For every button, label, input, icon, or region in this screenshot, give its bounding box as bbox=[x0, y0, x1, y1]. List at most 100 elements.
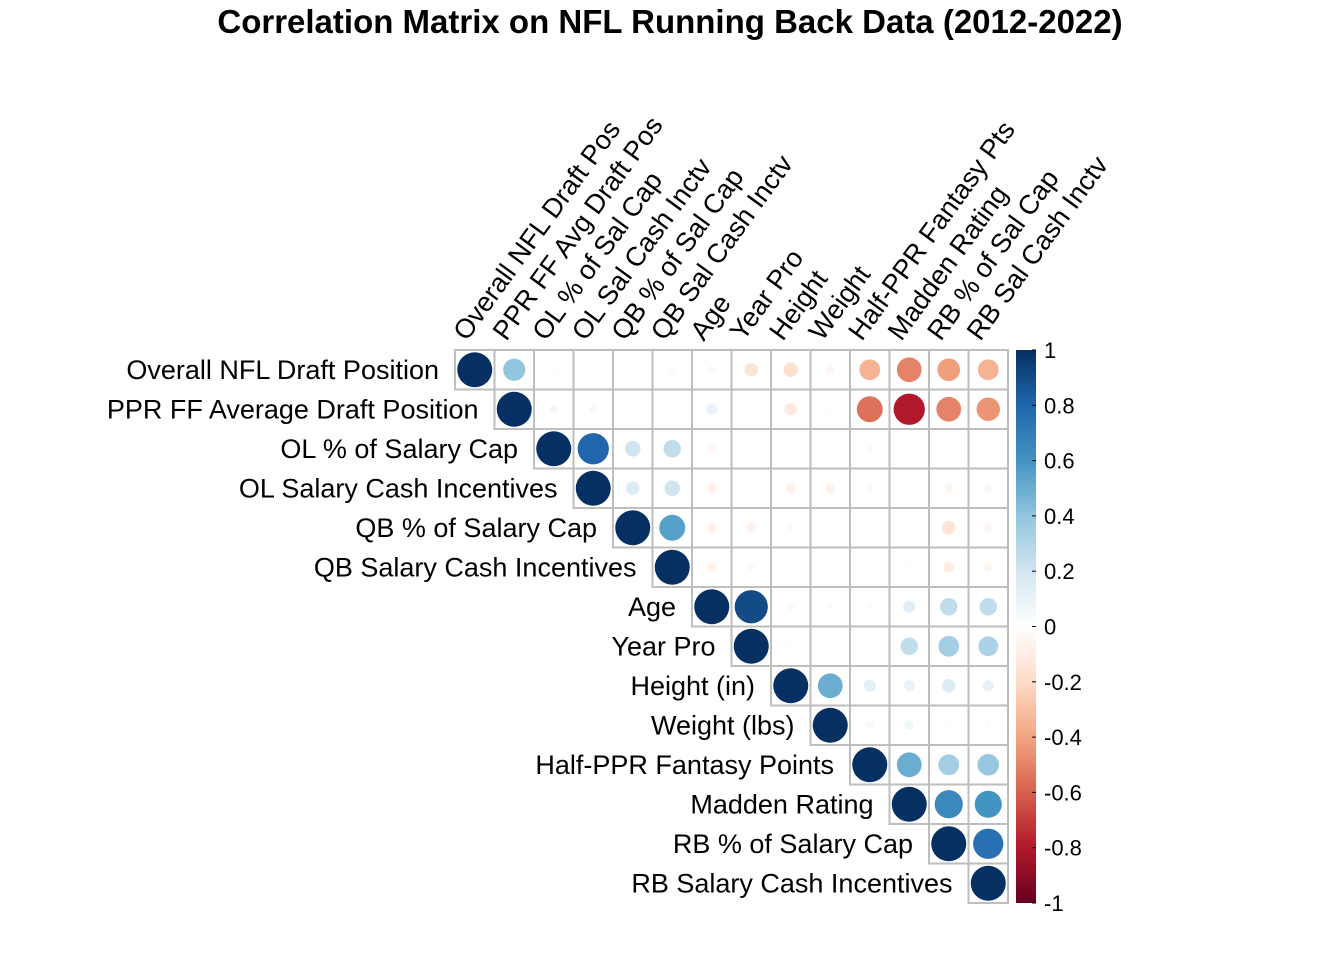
matrix-cell bbox=[730, 428, 772, 470]
correlation-circle bbox=[943, 561, 955, 573]
correlation-circle bbox=[907, 486, 911, 490]
colorbar-tick-label: 1 bbox=[1044, 338, 1056, 363]
colorbar-tick-label: 0.4 bbox=[1044, 504, 1075, 529]
correlation-circle bbox=[536, 431, 572, 467]
matrix-cell bbox=[809, 507, 851, 549]
correlation-circle bbox=[856, 396, 883, 423]
correlation-circle bbox=[978, 636, 999, 657]
colorbar-tick-label: -0.4 bbox=[1044, 725, 1082, 750]
row-label: RB Salary Cash Incentives bbox=[631, 868, 952, 898]
row-label: QB % of Salary Cap bbox=[355, 513, 597, 543]
matrix-cell bbox=[770, 349, 812, 391]
correlation-circle bbox=[979, 598, 997, 616]
correlation-circle bbox=[747, 563, 755, 571]
correlation-circle bbox=[900, 637, 918, 655]
correlation-circle bbox=[863, 679, 876, 692]
correlation-circle bbox=[669, 406, 675, 412]
correlation-circle bbox=[941, 520, 956, 535]
matrix-cells bbox=[454, 349, 1009, 904]
correlation-circle bbox=[907, 526, 911, 530]
correlation-circle bbox=[977, 359, 999, 381]
correlation-circle bbox=[906, 564, 912, 570]
correlation-circle bbox=[936, 396, 962, 422]
correlation-circle bbox=[940, 598, 958, 616]
correlation-circle bbox=[589, 405, 598, 414]
correlation-circle bbox=[694, 589, 730, 625]
correlation-circle bbox=[734, 590, 768, 624]
correlation-circle bbox=[812, 707, 848, 743]
colorbar-tick-label: -0.8 bbox=[1044, 836, 1082, 861]
correlation-circle bbox=[787, 524, 794, 531]
correlation-circle bbox=[630, 367, 636, 373]
correlation-circle bbox=[706, 522, 717, 533]
correlation-circle bbox=[615, 510, 651, 546]
matrix-cell bbox=[967, 704, 1009, 746]
correlation-circle bbox=[946, 722, 952, 728]
correlation-circle bbox=[983, 523, 993, 533]
correlation-circle bbox=[457, 352, 493, 388]
correlation-circle bbox=[896, 357, 922, 383]
correlation-circle bbox=[937, 358, 961, 382]
correlation-circle bbox=[896, 752, 922, 778]
correlation-circle bbox=[827, 406, 833, 412]
correlation-circle bbox=[669, 366, 676, 373]
correlation-circle bbox=[706, 403, 718, 415]
correlation-circle bbox=[825, 483, 836, 494]
correlation-circle bbox=[986, 447, 990, 451]
row-label: OL Salary Cash Incentives bbox=[239, 473, 558, 503]
correlation-circle bbox=[984, 484, 993, 493]
correlation-circle bbox=[785, 483, 796, 494]
correlation-circle bbox=[827, 446, 833, 452]
colorbar-tick-label: 0.2 bbox=[1044, 559, 1075, 584]
row-label: Half-PPR Fantasy Points bbox=[535, 750, 834, 780]
correlation-circle bbox=[549, 404, 559, 414]
correlation-circle bbox=[788, 643, 794, 649]
matrix-cell bbox=[888, 428, 930, 470]
correlation-circle bbox=[827, 564, 833, 570]
correlation-circle bbox=[941, 678, 956, 693]
colorbar-tick-label: 0 bbox=[1044, 615, 1056, 640]
correlation-circle bbox=[903, 600, 916, 613]
correlation-circle bbox=[749, 407, 753, 411]
correlation-circle bbox=[931, 826, 967, 862]
row-label: Weight (lbs) bbox=[651, 710, 795, 740]
correlation-circle bbox=[664, 480, 681, 497]
correlation-circle bbox=[707, 562, 717, 572]
correlation-circle bbox=[938, 754, 960, 776]
correlation-circle bbox=[496, 391, 532, 427]
matrix-cell bbox=[928, 428, 970, 470]
correlation-circle bbox=[866, 484, 874, 492]
chart-title: Correlation Matrix on NFL Running Back D… bbox=[217, 3, 1122, 40]
row-label: QB Salary Cash Incentives bbox=[314, 552, 637, 582]
correlation-circle bbox=[976, 397, 1000, 421]
correlation-circle bbox=[973, 828, 1004, 859]
correlation-circle bbox=[733, 628, 769, 664]
correlation-circle bbox=[827, 603, 834, 610]
correlation-circle bbox=[707, 444, 716, 453]
correlation-circle bbox=[977, 753, 1000, 776]
correlation-circle bbox=[706, 483, 717, 494]
correlation-circle bbox=[982, 680, 994, 692]
correlation-circle bbox=[828, 644, 832, 648]
correlation-circle bbox=[865, 721, 874, 730]
correlation-circle bbox=[891, 786, 927, 822]
correlation-circle bbox=[970, 865, 1006, 901]
correlation-circle bbox=[904, 720, 914, 730]
row-label: Year Pro bbox=[611, 631, 715, 661]
colorbar-tick-label: 0.8 bbox=[1044, 393, 1075, 418]
correlation-circle bbox=[624, 440, 641, 457]
row-label: Age bbox=[628, 592, 676, 622]
correlation-circle bbox=[773, 668, 809, 704]
matrix-cell bbox=[849, 507, 891, 549]
row-label: Height (in) bbox=[630, 671, 755, 701]
correlation-circle bbox=[575, 470, 611, 506]
correlation-circle bbox=[784, 403, 797, 416]
correlation-circle bbox=[866, 603, 873, 610]
row-label: Madden Rating bbox=[690, 789, 873, 819]
correlation-circle bbox=[707, 365, 716, 374]
correlation-circle bbox=[903, 680, 915, 692]
correlation-circle bbox=[503, 358, 526, 381]
matrix-cell bbox=[770, 546, 812, 588]
colorbar-legend: 1 0.8 0.6 0.4 0.2 0 -0.2 -0.4 -0.6 -0.8 -1 bbox=[1016, 338, 1082, 916]
